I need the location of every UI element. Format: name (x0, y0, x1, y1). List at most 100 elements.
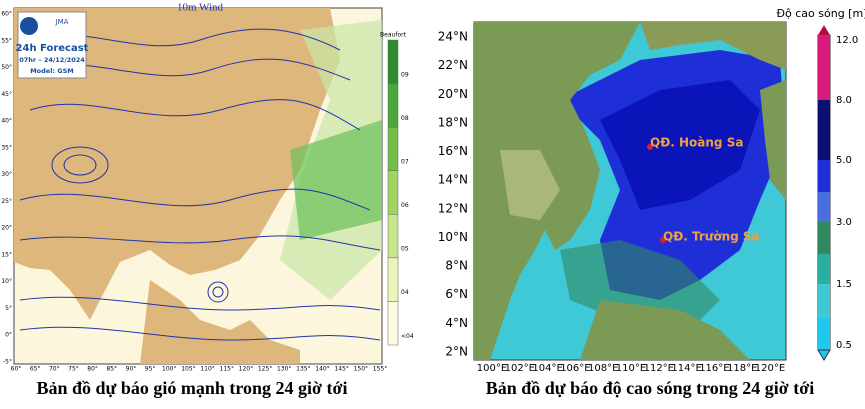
lon-label: 155° (373, 366, 387, 373)
lat-label: 16°N (438, 144, 468, 158)
lat-label: 2°N (445, 345, 468, 359)
lon-label: 145° (334, 366, 348, 373)
lon-label: 105° (181, 366, 195, 373)
lat-label: 60° (1, 11, 12, 18)
land (640, 22, 786, 70)
colorbar-segment (387, 39, 399, 84)
lon-label: 102°E (505, 363, 535, 374)
colorbar-segment (818, 160, 830, 192)
colorbar-segment (818, 100, 830, 160)
deep-sea (600, 80, 760, 210)
lon-label: 110°E (616, 363, 646, 374)
lat-label: 20°N (438, 87, 468, 101)
lat-label: 45° (1, 91, 12, 98)
colorbar-label: 12.0 (836, 35, 858, 46)
lat-label: 0° (5, 332, 12, 339)
lon-label: 115° (220, 366, 234, 373)
colorbar-label: 06 (401, 202, 409, 209)
lat-label: 25° (1, 198, 12, 205)
lat-label: 22°N (438, 58, 468, 72)
colorbar-label: 5.0 (836, 155, 852, 166)
lat-label: 40° (1, 118, 12, 125)
lon-label: 130° (277, 366, 291, 373)
lat-label: 14°N (438, 173, 468, 187)
lon-label: 95° (145, 366, 156, 373)
colorbar-label: 3.0 (836, 217, 852, 228)
place-marker (647, 144, 653, 150)
colorbar-title: Beaufort (380, 32, 407, 39)
lon-label: 80° (87, 366, 98, 373)
colorbar-label: 08 (401, 115, 409, 122)
model-label: Model: GSM (30, 67, 74, 75)
lat-label: 10°N (438, 230, 468, 244)
lat-label: 55° (1, 37, 12, 44)
lat-label: 50° (1, 64, 12, 71)
lon-label: 135° (296, 366, 310, 373)
lon-label: 106°E (560, 363, 590, 374)
lon-label: 60° (11, 366, 22, 373)
colorbar-label: 1.5 (836, 279, 852, 290)
colorbar-segment (818, 35, 830, 100)
land (580, 300, 750, 360)
lat-label: 5° (5, 305, 12, 312)
forecast-label: 24h Forecast (16, 43, 89, 54)
colorbar-label: 0.5 (836, 340, 852, 351)
lat-label: -5° (3, 359, 12, 366)
lat-label: 24°N (438, 30, 468, 44)
lon-label: 104°E (532, 363, 562, 374)
colorbar-label: 8.0 (836, 95, 852, 106)
lon-label: 70° (49, 366, 60, 373)
lat-label: 18°N (438, 115, 468, 129)
colorbar-segment (818, 222, 830, 254)
place-label: QĐ. Trường Sa (663, 230, 760, 244)
lon-label: 112°E (644, 363, 674, 374)
lat-label: 30° (1, 171, 12, 178)
lon-label: 116°E (699, 363, 729, 374)
colorbar-arrow (817, 349, 831, 361)
lon-label: 100°E (477, 363, 507, 374)
place-marker (660, 237, 666, 243)
land (760, 80, 786, 200)
wind-shade (290, 120, 382, 240)
lon-label: 150° (354, 366, 368, 373)
colorbar-arrow (818, 25, 830, 35)
lon-label: 85° (106, 366, 117, 373)
logo-box (17, 11, 87, 79)
lon-label: 75° (68, 366, 79, 373)
colorbar-segment (818, 192, 830, 222)
wind-map: 10m Wind JMA 24h Forecast 07hr – 24/12/2… (13, 2, 407, 365)
lon-label: 110° (200, 366, 214, 373)
place-label: QĐ. Hoàng Sa (650, 136, 743, 150)
lon-label: 100° (162, 366, 176, 373)
lon-label: 120°E (755, 363, 785, 374)
colorbar-segment (818, 318, 830, 350)
logo-icon (20, 17, 38, 35)
colorbar-label: 07 (401, 159, 409, 166)
lon-label: 118°E (727, 363, 757, 374)
land (500, 150, 560, 220)
lon-label: 108°E (588, 363, 618, 374)
caption: Bản đồ dự báo gió mạnh trong 24 giờ tới (37, 378, 348, 398)
lat-label: 4°N (445, 316, 468, 330)
lat-label: 12°N (438, 201, 468, 215)
colorbar-segment (387, 301, 399, 346)
lon-label: 65° (30, 366, 41, 373)
colorbar-label: 09 (401, 71, 409, 78)
colorbar-segment (818, 284, 830, 318)
lat-label: 20° (1, 225, 12, 232)
logo-text: JMA (55, 18, 69, 26)
lon-label: 125° (258, 366, 272, 373)
lon-label: 140° (315, 366, 329, 373)
lon-label: 90° (126, 366, 137, 373)
lon-label: 120° (239, 366, 253, 373)
land (14, 8, 340, 320)
lat-label: 6°N (445, 287, 468, 301)
colorbar-segment (387, 170, 399, 215)
lon-label: 114°E (671, 363, 701, 374)
land (140, 280, 300, 364)
colorbar-label: <04 (401, 333, 414, 340)
colorbar-segment (387, 257, 399, 302)
colorbar-segment (818, 254, 830, 284)
wave-map: QĐ. Hoàng Sa QĐ. Trường Sa Độ cao sóng [… (473, 7, 865, 361)
